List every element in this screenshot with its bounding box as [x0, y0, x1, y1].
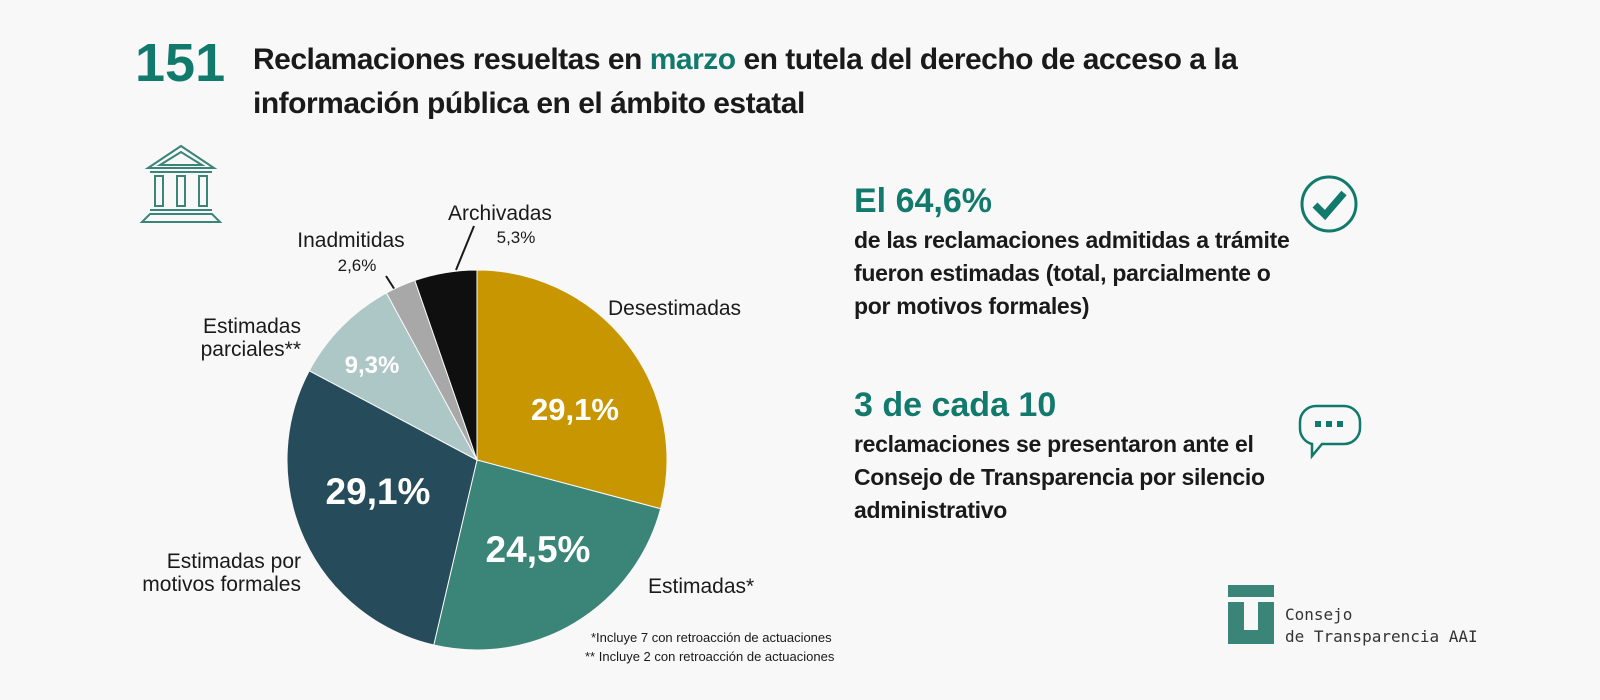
leader-line [455, 225, 475, 271]
institution-icon [139, 144, 223, 223]
logo-line: de Transparencia AAI [1285, 627, 1478, 646]
stat-headline: El 64,6% [854, 182, 992, 220]
footnote: ** Incluye 2 con retroacción de actuacio… [585, 649, 835, 664]
logo-mark [1228, 585, 1274, 644]
value-label: 5,3% [496, 228, 536, 247]
chat-icon [1298, 404, 1362, 460]
value-label: 29,1% [531, 392, 619, 427]
headline-number: 151 [135, 33, 226, 93]
pie-slice [414, 269, 478, 461]
headline-highlight: marzo [649, 43, 736, 76]
leader-line [385, 275, 396, 291]
pie-slice [308, 292, 479, 462]
pie-slice [286, 370, 478, 646]
pie-slice [476, 269, 668, 510]
stat-headline: 3 de cada 10 [854, 386, 1057, 424]
pie-slice [433, 459, 662, 651]
slice-label: Estimadas parciales** [200, 315, 301, 361]
headline-text: Reclamaciones resueltas en [253, 43, 642, 76]
stat-text: de las reclamaciones admitidas a trámite… [854, 227, 1290, 319]
logo-text: Consejo de Transparencia AAI [1285, 604, 1515, 648]
slice-label: Estimadas por motivos formales [142, 550, 301, 596]
slice-label: Archivadas [448, 202, 552, 225]
slice-label: Estimadas* [648, 575, 755, 598]
value-label: 2,6% [337, 256, 377, 275]
check-icon [1300, 175, 1358, 233]
headline-text: en tutela del derecho de acceso a la inf… [253, 43, 1238, 120]
headline: Reclamaciones resueltas en marzo en tute… [253, 38, 1243, 126]
value-label: 9,3% [344, 352, 400, 379]
slice-label: Inadmitidas [297, 229, 405, 252]
footnote: *Incluye 7 con retroacción de actuacione… [591, 630, 832, 645]
value-label: 29,1% [325, 471, 431, 512]
slice-label: Desestimadas [608, 297, 742, 320]
value-label: 24,5% [485, 529, 591, 570]
logo-line: Consejo [1285, 605, 1353, 624]
stat-text: reclamaciones se presentaron ante el Con… [854, 431, 1265, 523]
